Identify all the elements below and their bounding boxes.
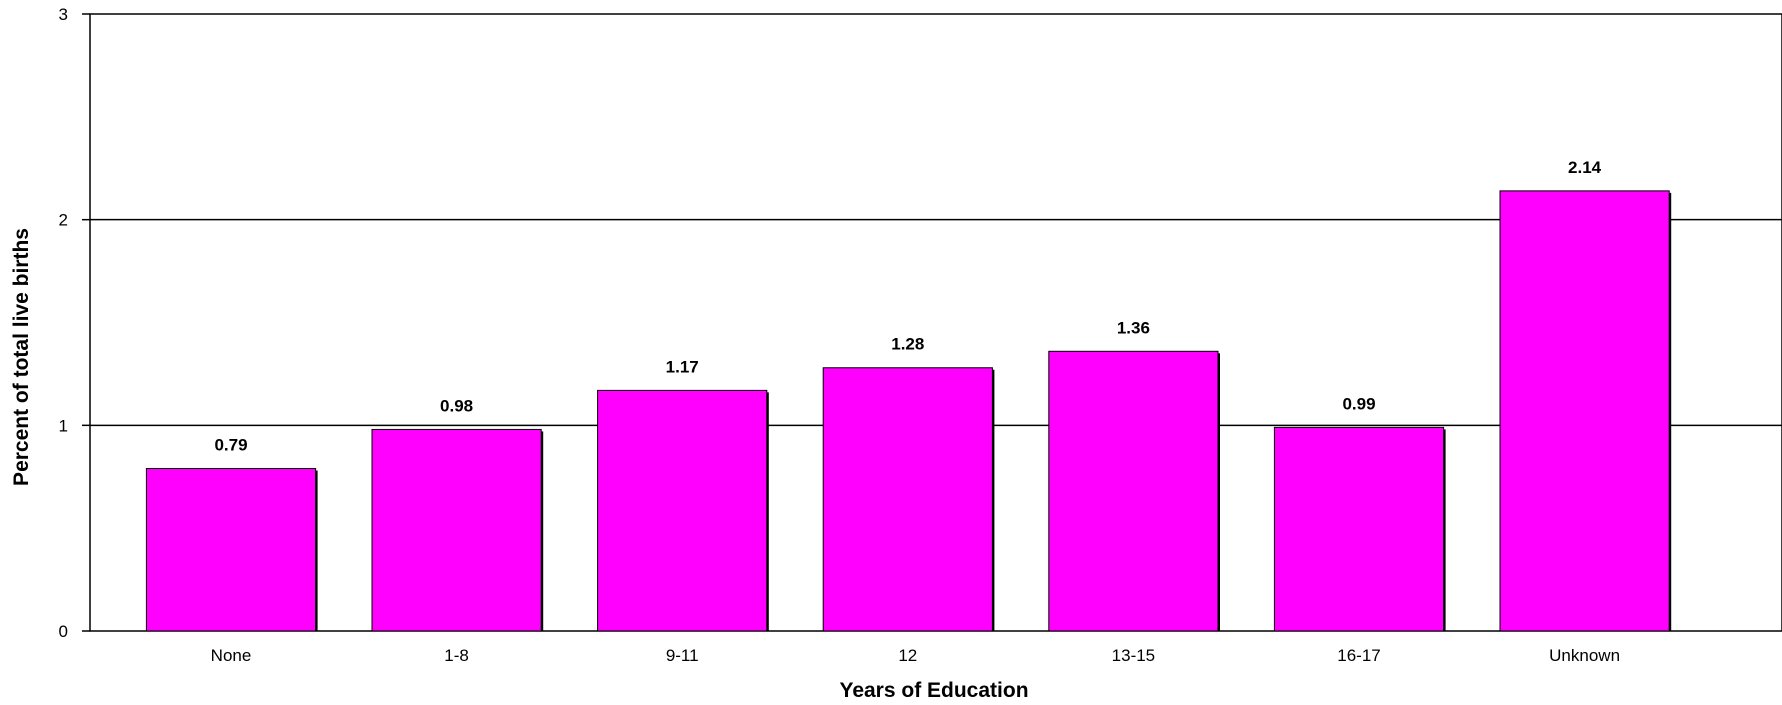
bar-9-11 — [597, 389, 768, 632]
x-tick-label: 12 — [898, 646, 917, 665]
y-axis-title: Percent of total live births — [10, 228, 33, 486]
x-tick-label: None — [211, 646, 252, 665]
y-tick-label: 0 — [59, 622, 68, 641]
x-axis-ticks: None 1-8 9-11 12 13-15 16-17 Unknown — [211, 646, 1620, 665]
y-tick-label: 1 — [59, 416, 68, 435]
y-tick-label: 3 — [59, 5, 68, 24]
x-tick-label: 9-11 — [666, 646, 699, 665]
x-axis-title: Years of Education — [839, 679, 1028, 702]
data-label: 1.36 — [1117, 318, 1150, 337]
data-label: 1.28 — [891, 335, 924, 354]
data-label: 0.98 — [440, 396, 473, 415]
data-label: 0.99 — [1342, 394, 1375, 413]
bar-none — [145, 468, 317, 632]
x-tick-label: Unknown — [1549, 646, 1620, 665]
bar-unknown — [1499, 190, 1670, 632]
x-tick-label: 16-17 — [1337, 646, 1380, 665]
y-tick-label: 2 — [59, 211, 68, 230]
bars — [145, 190, 1672, 632]
bar-1-8 — [371, 428, 542, 632]
data-label: 0.79 — [214, 436, 247, 455]
x-tick-label: 1-8 — [444, 646, 469, 665]
x-tick-label: 13-15 — [1112, 646, 1155, 665]
data-label: 2.14 — [1568, 158, 1602, 177]
bar-16-17 — [1273, 426, 1445, 632]
bar-12 — [822, 367, 993, 632]
y-axis-ticks: 0 1 2 3 — [59, 5, 90, 641]
data-labels: 0.79 0.98 1.17 1.28 1.36 0.99 2.14 — [214, 158, 1601, 455]
bar-13-15 — [1048, 350, 1219, 632]
data-label: 1.17 — [666, 357, 699, 376]
